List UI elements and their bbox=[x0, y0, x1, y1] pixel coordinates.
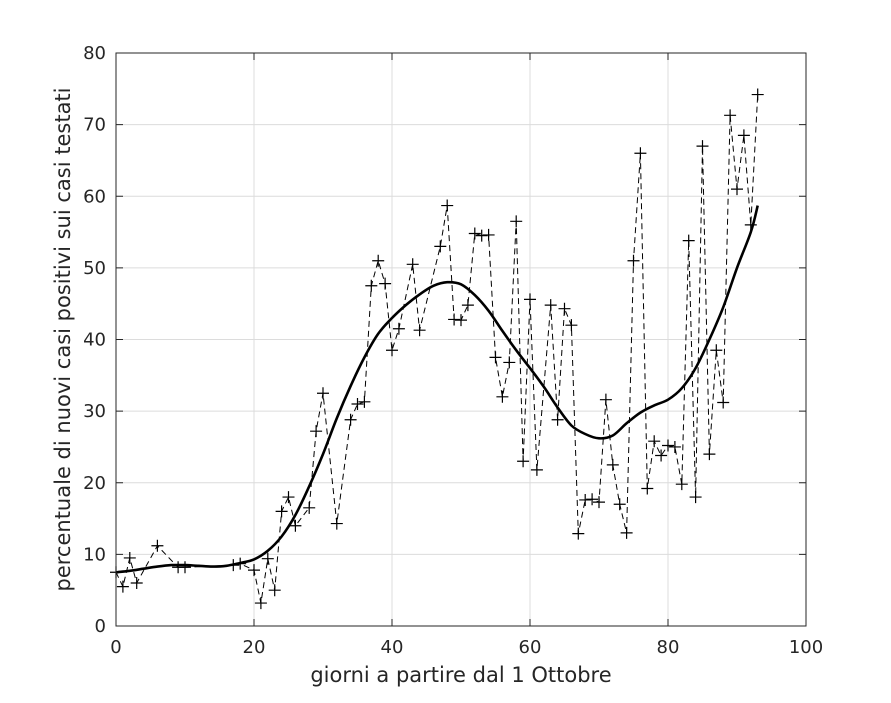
data-point-marker bbox=[517, 455, 530, 468]
data-point-marker bbox=[455, 314, 467, 327]
data-point-marker bbox=[620, 526, 633, 539]
y-tick-label: 20 bbox=[83, 473, 106, 494]
data-point-marker bbox=[344, 413, 357, 426]
data-point-marker bbox=[330, 517, 343, 530]
y-tick-label: 30 bbox=[83, 401, 106, 422]
data-point-marker bbox=[524, 293, 536, 306]
data-point-marker bbox=[655, 449, 668, 462]
x-axis-label: giorni a partire dal 1 Ottobre bbox=[310, 663, 611, 687]
data-point-marker bbox=[724, 109, 737, 122]
x-tick-label: 60 bbox=[519, 637, 542, 658]
x-tick-label: 100 bbox=[789, 637, 823, 658]
x-tick-label: 40 bbox=[381, 637, 404, 658]
data-point-marker bbox=[461, 299, 474, 312]
x-tick-label: 20 bbox=[243, 637, 266, 658]
smoothed-series-line bbox=[115, 205, 759, 574]
data-point-marker bbox=[641, 482, 654, 495]
data-point-marker bbox=[648, 435, 661, 448]
data-point-marker bbox=[468, 227, 481, 240]
data-point-marker bbox=[406, 258, 419, 271]
data-point-marker bbox=[496, 390, 509, 403]
data-point-marker bbox=[710, 344, 723, 357]
data-point-marker bbox=[179, 561, 191, 574]
axis-ticks: 0 20 40 60 80 100 0 10 20 30 40 50 60 70 80 bbox=[83, 43, 823, 658]
data-point-marker bbox=[303, 501, 316, 514]
data-point-marker bbox=[613, 498, 626, 511]
data-point-marker bbox=[351, 397, 364, 410]
data-point-marker bbox=[675, 478, 688, 491]
data-point-marker bbox=[475, 229, 488, 242]
y-tick-label: 80 bbox=[83, 43, 106, 64]
data-point-marker bbox=[310, 425, 323, 438]
y-tick-label: 40 bbox=[83, 330, 106, 351]
data-point-marker bbox=[682, 234, 695, 247]
data-point-marker bbox=[379, 277, 392, 290]
data-point-marker bbox=[317, 387, 329, 400]
data-point-marker bbox=[558, 302, 571, 315]
data-point-marker bbox=[268, 584, 281, 597]
smoothed-series bbox=[115, 205, 759, 574]
data-point-marker bbox=[372, 254, 385, 267]
data-point-marker bbox=[434, 240, 447, 253]
data-point-marker bbox=[593, 496, 605, 509]
data-point-marker bbox=[123, 551, 136, 564]
data-point-marker bbox=[392, 322, 405, 335]
data-point-marker bbox=[482, 228, 495, 241]
y-tick-label: 10 bbox=[83, 544, 106, 565]
data-point-marker bbox=[386, 344, 398, 357]
data-point-marker bbox=[703, 448, 716, 461]
data-point-marker bbox=[737, 129, 750, 142]
data-point-marker bbox=[489, 351, 502, 364]
grid-lines bbox=[115, 52, 807, 627]
data-point-marker bbox=[551, 413, 564, 426]
data-point-marker bbox=[365, 279, 378, 292]
data-point-marker bbox=[413, 324, 426, 337]
data-point-marker bbox=[627, 254, 640, 267]
data-point-marker bbox=[696, 140, 709, 153]
data-point-marker bbox=[151, 539, 164, 552]
y-tick-label: 0 bbox=[95, 616, 106, 637]
data-point-marker bbox=[668, 440, 681, 453]
data-point-marker bbox=[130, 577, 143, 590]
data-point-marker bbox=[116, 580, 129, 593]
data-point-marker bbox=[261, 552, 274, 565]
data-point-marker bbox=[289, 519, 302, 532]
data-point-marker bbox=[717, 396, 730, 409]
data-point-marker bbox=[282, 491, 295, 504]
data-point-marker bbox=[565, 319, 578, 332]
data-point-marker bbox=[689, 491, 702, 504]
data-point-marker bbox=[634, 147, 647, 160]
measured-series bbox=[110, 88, 764, 610]
y-tick-label: 60 bbox=[83, 186, 106, 207]
data-point-marker bbox=[358, 395, 371, 408]
data-point-marker bbox=[579, 493, 592, 506]
data-point-marker bbox=[530, 463, 543, 476]
measured-series-line bbox=[115, 94, 759, 604]
y-tick-label: 70 bbox=[83, 115, 106, 136]
data-point-marker bbox=[586, 493, 599, 506]
data-point-marker bbox=[572, 527, 585, 540]
data-point-marker bbox=[254, 597, 267, 610]
data-point-marker bbox=[662, 439, 674, 452]
data-point-marker bbox=[606, 458, 619, 471]
y-tick-label: 50 bbox=[83, 258, 106, 279]
data-point-marker bbox=[448, 313, 461, 326]
data-point-marker bbox=[441, 199, 454, 212]
data-point-marker bbox=[751, 88, 764, 101]
data-point-marker bbox=[544, 299, 557, 312]
y-axis-label: percentuale di nuovi casi positivi sui c… bbox=[51, 88, 75, 592]
data-point-marker bbox=[275, 505, 288, 518]
data-point-marker bbox=[248, 564, 260, 577]
data-point-marker bbox=[599, 393, 612, 406]
x-tick-label: 0 bbox=[110, 637, 121, 658]
data-point-marker bbox=[503, 356, 516, 369]
data-point-marker bbox=[731, 183, 743, 196]
x-tick-label: 80 bbox=[657, 637, 680, 658]
data-point-marker bbox=[510, 215, 523, 228]
